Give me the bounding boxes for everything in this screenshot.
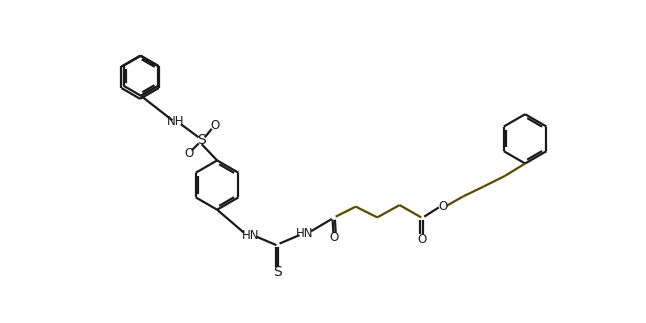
Text: S: S xyxy=(273,265,282,279)
Text: S: S xyxy=(197,133,206,147)
Text: O: O xyxy=(417,233,426,246)
Text: O: O xyxy=(184,147,193,160)
Text: HN: HN xyxy=(296,227,314,240)
Text: O: O xyxy=(438,200,447,213)
Text: HN: HN xyxy=(242,229,259,242)
Text: O: O xyxy=(210,119,220,132)
Text: NH: NH xyxy=(167,115,184,129)
Text: O: O xyxy=(329,231,339,244)
